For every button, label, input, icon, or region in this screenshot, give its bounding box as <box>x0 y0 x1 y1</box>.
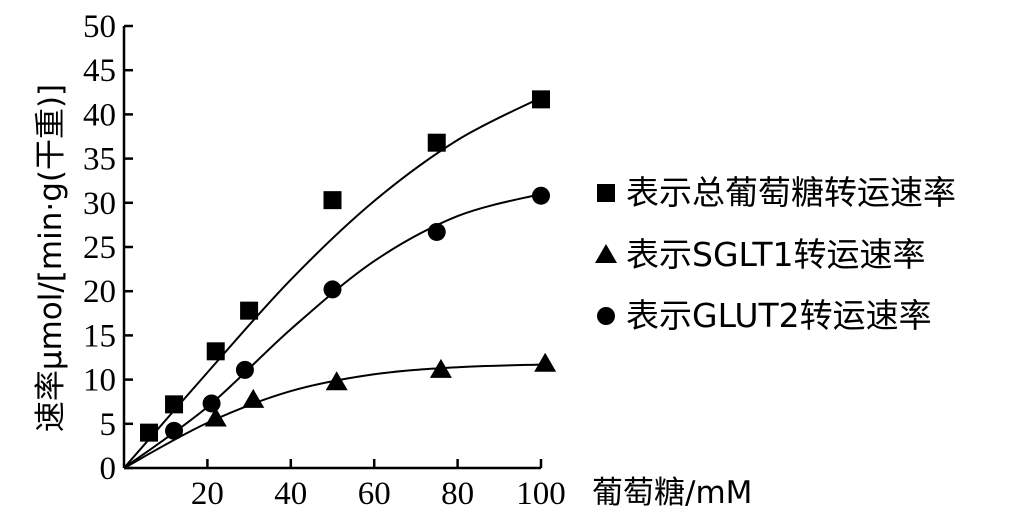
circle-data-point <box>532 186 550 205</box>
square-data-point <box>323 191 342 210</box>
circle-data-point <box>427 222 446 241</box>
legend-triangle-marker <box>595 244 617 263</box>
circle-data-point <box>235 360 254 379</box>
y-axis-label: 速率μmol/[min·g(干重)] <box>33 84 69 432</box>
x-tick-label: 80 <box>441 476 474 512</box>
legend-label: 表示GLUT2转运速率 <box>626 296 932 335</box>
x-axis-label: 葡萄糖/mM <box>592 475 752 511</box>
triangle-data-point <box>534 352 557 372</box>
x-tick-label: 20 <box>191 476 224 512</box>
legend-label: 表示总葡萄糖转运速率 <box>626 173 956 212</box>
y-tick-label: 40 <box>83 97 116 133</box>
y-tick-label: 20 <box>83 274 116 310</box>
y-tick-label: 30 <box>83 186 116 222</box>
axes <box>122 24 543 470</box>
square-data-point <box>240 301 259 320</box>
circle-data-point <box>165 421 184 440</box>
triangle-data-point <box>204 407 227 427</box>
y-tick-label: 0 <box>100 451 117 487</box>
y-tick-label: 5 <box>100 407 117 443</box>
x-tick-label: 60 <box>358 476 391 512</box>
circle-data-point <box>323 280 342 299</box>
y-tick-label: 25 <box>83 230 116 266</box>
square-data-point <box>165 395 184 414</box>
circle-series-fit-line <box>123 193 542 469</box>
legend-square-marker <box>597 184 615 202</box>
data-points <box>140 90 557 442</box>
x-tick-label: 40 <box>274 476 307 512</box>
y-tick-label: 15 <box>83 318 116 354</box>
legend-label: 表示SGLT1转运速率 <box>626 235 926 274</box>
y-tick-label: 10 <box>83 363 116 399</box>
square-data-point <box>427 133 446 152</box>
triangle-data-point <box>242 388 265 408</box>
square-series-fit-line <box>123 96 542 469</box>
y-tick-label: 35 <box>83 142 116 178</box>
legend-circle-marker <box>597 307 615 325</box>
y-tick-label: 50 <box>83 9 116 45</box>
x-tick-label: 100 <box>516 476 566 512</box>
square-data-point <box>206 342 225 361</box>
triangle-data-point <box>429 358 452 378</box>
square-data-point <box>140 423 159 442</box>
y-tick-label: 45 <box>83 53 116 89</box>
circle-data-point <box>202 394 221 413</box>
tick-labels: 0 5 10 15 20 25 30 35 40 45 50 20 40 60 80 100 <box>83 9 566 512</box>
square-data-point <box>532 90 550 109</box>
triangle-data-point <box>325 371 348 391</box>
